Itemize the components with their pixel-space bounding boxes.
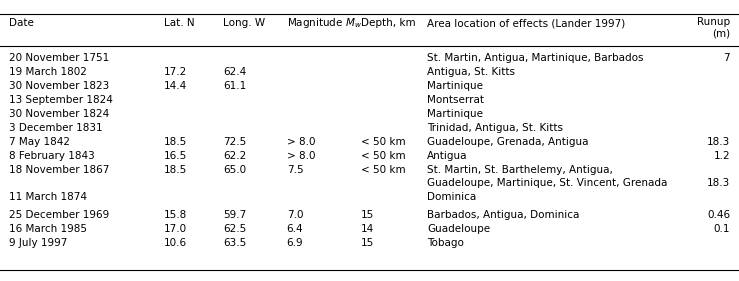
Text: 13 September 1824: 13 September 1824 — [9, 95, 113, 105]
Text: 14.4: 14.4 — [164, 81, 187, 91]
Text: 16 March 1985: 16 March 1985 — [9, 224, 87, 234]
Text: < 50 km: < 50 km — [361, 137, 405, 147]
Text: 19 March 1802: 19 March 1802 — [9, 67, 86, 77]
Text: 65.0: 65.0 — [223, 165, 246, 175]
Text: 62.2: 62.2 — [223, 151, 246, 161]
Text: Area location of effects (Lander 1997): Area location of effects (Lander 1997) — [427, 18, 625, 28]
Text: 7.0: 7.0 — [287, 210, 303, 220]
Text: Dominica: Dominica — [427, 192, 477, 202]
Text: 8 February 1843: 8 February 1843 — [9, 151, 95, 161]
Text: Martinique: Martinique — [427, 109, 483, 119]
Text: 0.46: 0.46 — [707, 210, 730, 220]
Text: (m): (m) — [712, 29, 730, 39]
Text: 30 November 1823: 30 November 1823 — [9, 81, 109, 91]
Text: Guadeloupe, Martinique, St. Vincent, Grenada: Guadeloupe, Martinique, St. Vincent, Gre… — [427, 178, 667, 188]
Text: Lat. N: Lat. N — [164, 18, 194, 28]
Text: 18.5: 18.5 — [164, 137, 187, 147]
Text: St. Martin, Antigua, Martinique, Barbados: St. Martin, Antigua, Martinique, Barbado… — [427, 53, 644, 63]
Text: Trinidad, Antigua, St. Kitts: Trinidad, Antigua, St. Kitts — [427, 123, 563, 133]
Text: Barbados, Antigua, Dominica: Barbados, Antigua, Dominica — [427, 210, 579, 220]
Text: 6.9: 6.9 — [287, 238, 303, 248]
Text: Antigua, St. Kitts: Antigua, St. Kitts — [427, 67, 515, 77]
Text: Tobago: Tobago — [427, 238, 464, 248]
Text: Depth, km: Depth, km — [361, 18, 415, 28]
Text: 17.2: 17.2 — [164, 67, 187, 77]
Text: 15.8: 15.8 — [164, 210, 187, 220]
Text: Montserrat: Montserrat — [427, 95, 484, 105]
Text: 15: 15 — [361, 210, 374, 220]
Text: Magnitude $M_w$: Magnitude $M_w$ — [287, 16, 362, 30]
Text: 11 March 1874: 11 March 1874 — [9, 192, 87, 202]
Text: 7.5: 7.5 — [287, 165, 303, 175]
Text: 16.5: 16.5 — [164, 151, 187, 161]
Text: 18 November 1867: 18 November 1867 — [9, 165, 109, 175]
Text: 25 December 1969: 25 December 1969 — [9, 210, 109, 220]
Text: 10.6: 10.6 — [164, 238, 187, 248]
Text: 62.4: 62.4 — [223, 67, 246, 77]
Text: Runup: Runup — [697, 17, 730, 27]
Text: St. Martin, St. Barthelemy, Antigua,: St. Martin, St. Barthelemy, Antigua, — [427, 165, 613, 175]
Text: 30 November 1824: 30 November 1824 — [9, 109, 109, 119]
Text: 62.5: 62.5 — [223, 224, 246, 234]
Text: < 50 km: < 50 km — [361, 151, 405, 161]
Text: > 8.0: > 8.0 — [287, 137, 316, 147]
Text: Long. W: Long. W — [223, 18, 265, 28]
Text: 3 December 1831: 3 December 1831 — [9, 123, 103, 133]
Text: Date: Date — [9, 18, 34, 28]
Text: 9 July 1997: 9 July 1997 — [9, 238, 67, 248]
Text: 14: 14 — [361, 224, 374, 234]
Text: 0.1: 0.1 — [714, 224, 730, 234]
Text: 20 November 1751: 20 November 1751 — [9, 53, 109, 63]
Text: Guadeloupe: Guadeloupe — [427, 224, 490, 234]
Text: Martinique: Martinique — [427, 81, 483, 91]
Text: Guadeloupe, Grenada, Antigua: Guadeloupe, Grenada, Antigua — [427, 137, 589, 147]
Text: > 8.0: > 8.0 — [287, 151, 316, 161]
Text: 63.5: 63.5 — [223, 238, 246, 248]
Text: 18.3: 18.3 — [707, 137, 730, 147]
Text: 6.4: 6.4 — [287, 224, 303, 234]
Text: 72.5: 72.5 — [223, 137, 246, 147]
Text: 18.3: 18.3 — [707, 178, 730, 188]
Text: 59.7: 59.7 — [223, 210, 246, 220]
Text: 18.5: 18.5 — [164, 165, 187, 175]
Text: 7 May 1842: 7 May 1842 — [9, 137, 70, 147]
Text: < 50 km: < 50 km — [361, 165, 405, 175]
Text: 1.2: 1.2 — [714, 151, 730, 161]
Text: 61.1: 61.1 — [223, 81, 246, 91]
Text: Antigua: Antigua — [427, 151, 468, 161]
Text: 17.0: 17.0 — [164, 224, 187, 234]
Text: 15: 15 — [361, 238, 374, 248]
Text: 7: 7 — [723, 53, 730, 63]
